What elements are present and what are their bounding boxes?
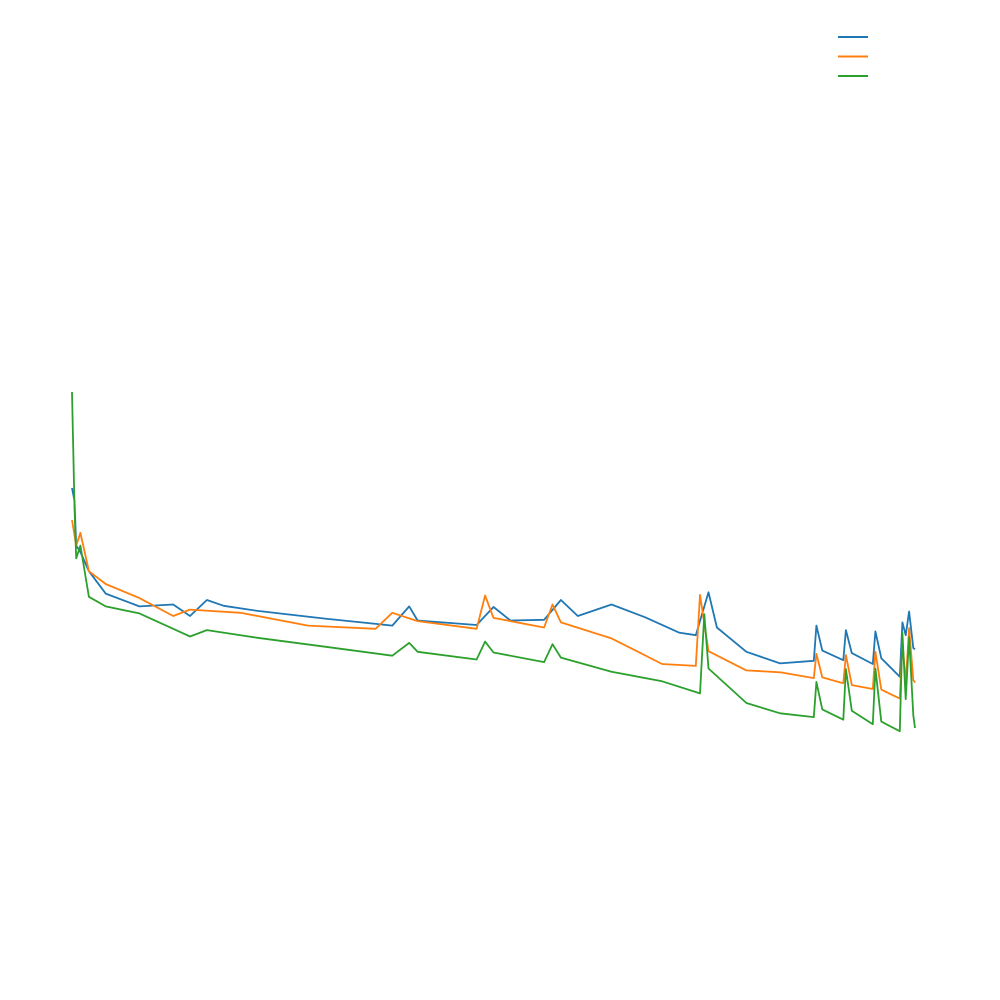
series-line-1 bbox=[71, 487, 916, 678]
series-line-3 bbox=[71, 391, 916, 733]
series-line-2 bbox=[71, 519, 916, 700]
legend bbox=[838, 36, 868, 77]
plot-area bbox=[71, 391, 916, 733]
